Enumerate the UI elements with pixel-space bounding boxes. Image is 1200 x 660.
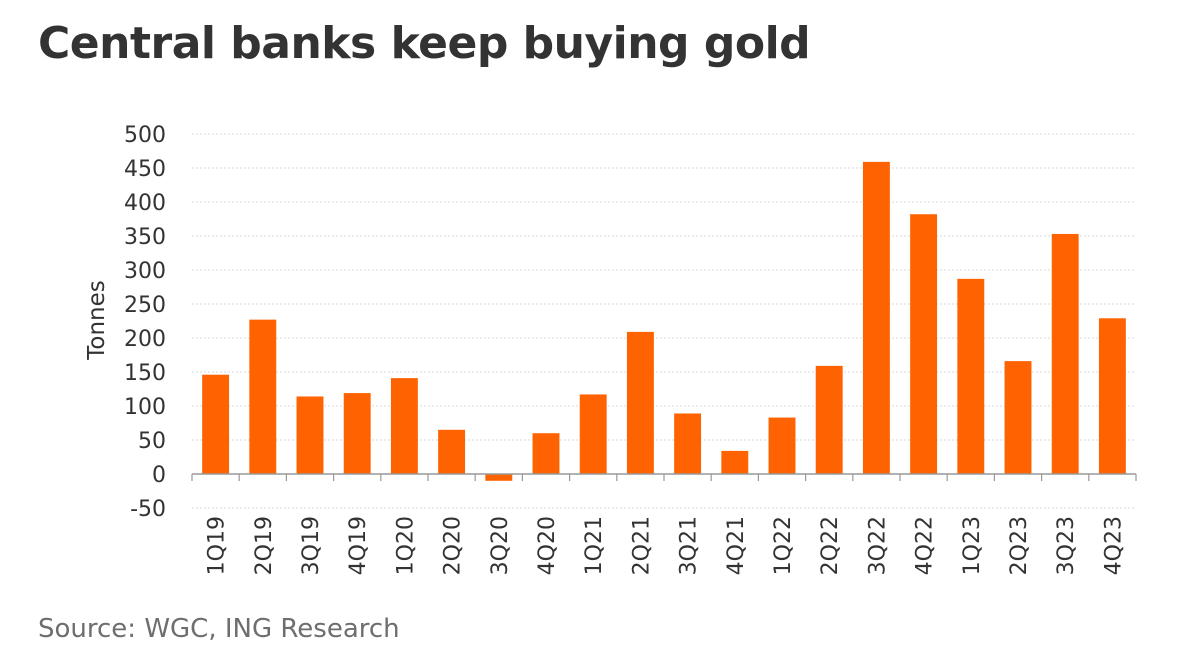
y-tick-label: 200 (124, 327, 166, 352)
bar-4Q19 (343, 393, 371, 474)
x-tick-label: 1Q20 (393, 516, 418, 575)
chart-title: Central banks keep buying gold (38, 18, 811, 69)
source-note: Source: WGC, ING Research (38, 614, 400, 644)
x-tick-label: 4Q21 (724, 516, 749, 575)
bar-3Q23 (1051, 233, 1079, 474)
x-tick-label: 2Q22 (818, 516, 843, 575)
bar-1Q19 (202, 374, 230, 474)
y-tick-label: 100 (124, 395, 166, 420)
bars (202, 161, 1126, 481)
bar-3Q22 (862, 161, 890, 474)
y-tick-label: 150 (124, 361, 166, 386)
x-tick-label: 1Q19 (205, 516, 230, 575)
bar-1Q20 (390, 378, 418, 474)
x-tick-label: 3Q21 (677, 516, 702, 575)
bar-3Q20 (485, 474, 513, 481)
x-tick-label: 4Q23 (1101, 516, 1126, 575)
y-tick-label: 350 (124, 225, 166, 250)
bar-4Q22 (910, 214, 938, 475)
x-axis-tick-labels: 1Q19 2Q19 3Q19 4Q19 1Q20 2Q20 3Q20 4Q20 1Q21 2Q21… (205, 516, 1127, 575)
bar-2Q21 (626, 331, 654, 474)
x-tick-label: 1Q23 (960, 516, 985, 575)
x-tick-label: 1Q22 (771, 516, 796, 575)
x-tick-label: 3Q19 (299, 516, 324, 575)
bar-1Q21 (579, 394, 607, 474)
y-tick-label: 400 (124, 191, 166, 216)
bar-1Q23 (957, 278, 985, 474)
bar-4Q23 (1098, 318, 1126, 474)
y-tick-label: 500 (124, 123, 166, 148)
y-tick-label: 250 (124, 293, 166, 318)
y-tick-label: -50 (130, 497, 166, 522)
y-axis-title: Tonnes (84, 280, 110, 361)
x-tick-label: 3Q20 (488, 516, 513, 575)
bar-2Q23 (1004, 361, 1032, 474)
y-tick-label: 0 (152, 463, 166, 488)
x-tick-label: 1Q21 (582, 516, 607, 575)
x-tick-label: 4Q20 (535, 516, 560, 575)
x-tick-label: 2Q21 (629, 516, 654, 575)
grid-lines (192, 133, 1136, 509)
x-tick-label: 3Q23 (1054, 516, 1079, 575)
bar-1Q22 (768, 417, 796, 474)
bar-2Q20 (438, 429, 466, 474)
bar-3Q21 (674, 413, 702, 474)
y-tick-label: 450 (124, 157, 166, 182)
x-tick-label: 2Q19 (252, 516, 277, 575)
x-tick-label: 4Q19 (346, 516, 371, 575)
bar-4Q20 (532, 433, 560, 474)
x-tick-label: 3Q22 (865, 516, 890, 575)
bar-2Q22 (815, 365, 843, 474)
x-tick-label: 4Q22 (913, 516, 938, 575)
bar-4Q21 (721, 450, 749, 474)
y-tick-label: 300 (124, 259, 166, 284)
bar-2Q19 (249, 319, 277, 474)
x-tick-label: 2Q23 (1007, 516, 1032, 575)
y-tick-label: 50 (138, 429, 166, 454)
x-tick-label: 2Q20 (441, 516, 466, 575)
bar-3Q19 (296, 396, 324, 474)
x-axis (191, 473, 1137, 481)
